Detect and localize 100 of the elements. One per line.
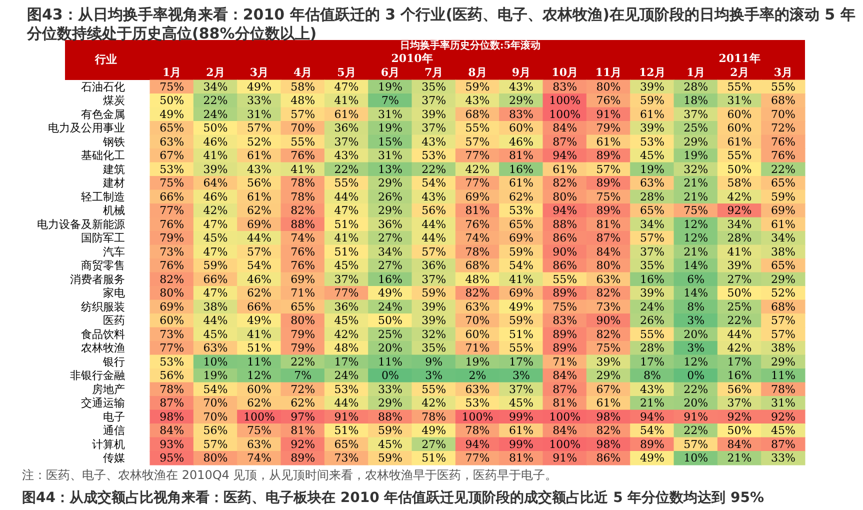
data-label: 8% bbox=[687, 300, 705, 314]
data-label: 48% bbox=[290, 94, 316, 108]
data-label: 47% bbox=[334, 204, 359, 218]
y-tick-label: 农林牧渔 bbox=[81, 342, 125, 355]
data-label: 61% bbox=[770, 218, 796, 231]
data-label: 75% bbox=[684, 204, 708, 218]
data-label: 31% bbox=[770, 396, 796, 410]
data-label: 59% bbox=[378, 452, 402, 465]
data-label: 74% bbox=[290, 232, 316, 245]
data-label: 92% bbox=[290, 438, 316, 451]
text: 2011年 bbox=[718, 52, 760, 65]
data-label: 55% bbox=[552, 272, 578, 286]
data-label: 44% bbox=[334, 396, 359, 410]
data-label: 44% bbox=[727, 328, 752, 341]
data-label: 21% bbox=[684, 176, 708, 190]
data-label: 98% bbox=[160, 410, 184, 424]
data-label: 39% bbox=[422, 314, 446, 328]
data-label: 45% bbox=[770, 424, 796, 438]
x-tick-label: 5月 bbox=[337, 66, 356, 79]
data-label: 37% bbox=[422, 122, 446, 135]
data-label: 100% bbox=[462, 410, 494, 424]
data-label: 61% bbox=[552, 162, 578, 176]
data-label: 84% bbox=[160, 424, 184, 438]
data-label: 60% bbox=[465, 328, 490, 341]
text: 注：医药、电子、农林牧渔在 2010Q4 见顶，从见顶时间来看，农林牧渔早于医药，医药早于电子。 bbox=[22, 468, 558, 482]
data-label: 75% bbox=[596, 190, 621, 204]
data-label: 46% bbox=[508, 135, 534, 148]
x-tick-label: 3月 bbox=[774, 66, 792, 79]
data-label: 91% bbox=[552, 452, 578, 465]
data-label: 61% bbox=[727, 135, 752, 148]
data-label: 73% bbox=[160, 328, 184, 341]
data-label: 80% bbox=[596, 80, 621, 94]
data-label: 84% bbox=[596, 245, 621, 258]
data-label: 54% bbox=[508, 259, 534, 272]
data-label: 6% bbox=[687, 272, 705, 286]
y-tick-label: 电子 bbox=[103, 410, 125, 424]
data-label: 65% bbox=[770, 259, 796, 272]
data-label: 31% bbox=[378, 108, 402, 121]
data-label: 22% bbox=[727, 314, 752, 328]
data-label: 69% bbox=[508, 232, 534, 245]
data-label: 61% bbox=[596, 135, 621, 148]
data-label: 77% bbox=[334, 286, 359, 300]
data-label: 41% bbox=[246, 328, 272, 341]
data-label: 48% bbox=[465, 272, 490, 286]
data-label: 95% bbox=[160, 452, 184, 465]
data-label: 84% bbox=[552, 424, 578, 438]
data-label: 39% bbox=[596, 355, 621, 368]
data-label: 46% bbox=[203, 190, 228, 204]
data-label: 43% bbox=[422, 190, 446, 204]
data-label: 34% bbox=[203, 80, 228, 94]
data-label: 42% bbox=[422, 396, 446, 410]
x-tick-label: 1月 bbox=[162, 66, 182, 79]
data-label: 18% bbox=[684, 94, 708, 108]
data-label: 34% bbox=[727, 218, 752, 231]
data-label: 91% bbox=[684, 410, 708, 424]
data-label: 39% bbox=[727, 259, 752, 272]
data-label: 49% bbox=[246, 80, 272, 94]
data-label: 57% bbox=[246, 245, 272, 258]
data-label: 94% bbox=[465, 438, 490, 451]
data-label: 69% bbox=[465, 190, 490, 204]
data-label: 70% bbox=[203, 396, 228, 410]
data-label: 75% bbox=[160, 176, 184, 190]
data-label: 55% bbox=[640, 328, 664, 341]
y-tick-label: 汽车 bbox=[103, 245, 125, 258]
data-label: 55% bbox=[422, 382, 446, 396]
data-label: 16% bbox=[508, 162, 534, 176]
data-label: 43% bbox=[246, 162, 272, 176]
y-tick-label: 食品饮料 bbox=[81, 328, 125, 341]
data-label: 72% bbox=[290, 382, 316, 396]
data-label: 73% bbox=[160, 245, 184, 258]
data-label: 68% bbox=[465, 259, 490, 272]
data-label: 74% bbox=[465, 232, 490, 245]
text: 2010年 bbox=[391, 52, 433, 65]
data-label: 59% bbox=[508, 314, 534, 328]
data-label: 29% bbox=[770, 355, 796, 368]
y-tick-label: 基础化工 bbox=[81, 149, 125, 162]
data-label: 28% bbox=[727, 232, 752, 245]
data-label: 42% bbox=[465, 162, 490, 176]
data-label: 39% bbox=[422, 300, 446, 314]
x-tick-label: 6月 bbox=[380, 66, 400, 79]
data-label: 76% bbox=[596, 94, 621, 108]
data-label: 71% bbox=[290, 286, 316, 300]
data-label: 57% bbox=[770, 314, 796, 328]
data-label: 27% bbox=[727, 272, 752, 286]
data-label: 98% bbox=[596, 438, 621, 451]
data-label: 3% bbox=[687, 342, 705, 355]
data-label: 57% bbox=[770, 328, 796, 341]
data-label: 45% bbox=[378, 438, 402, 451]
data-label: 58% bbox=[290, 80, 316, 94]
data-label: 75% bbox=[160, 80, 184, 94]
data-label: 59% bbox=[378, 424, 402, 438]
data-label: 50% bbox=[727, 286, 752, 300]
data-label: 28% bbox=[640, 342, 664, 355]
data-label: 34% bbox=[378, 245, 402, 258]
data-label: 49% bbox=[378, 286, 402, 300]
data-label: 10% bbox=[203, 355, 228, 368]
data-label: 32% bbox=[422, 328, 446, 341]
y-tick-label: 钢铁 bbox=[102, 135, 125, 148]
data-label: 58% bbox=[727, 176, 752, 190]
data-label: 24% bbox=[203, 108, 228, 121]
